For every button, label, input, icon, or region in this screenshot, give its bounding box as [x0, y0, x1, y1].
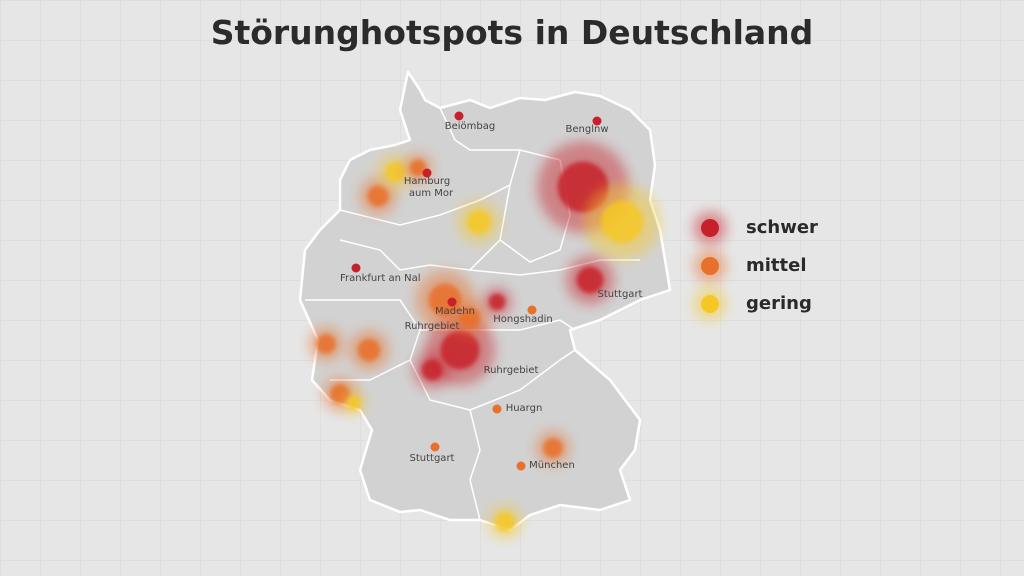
place-label: Stuttgart: [410, 453, 455, 464]
place-label: Hongshadin: [493, 314, 552, 325]
city-dot: [527, 305, 537, 315]
city-dot: [454, 111, 464, 121]
title: Störunghotspots in Deutschland: [211, 13, 814, 52]
city-dot: [447, 297, 457, 307]
hotspot: [601, 201, 643, 243]
city-dot: [430, 442, 440, 452]
hotspot: [357, 338, 381, 362]
hotspot: [440, 330, 480, 370]
place-label: Beiömbag: [445, 121, 495, 132]
hotspot: [495, 512, 515, 532]
legend-label: gering: [746, 293, 812, 314]
hotspot: [409, 159, 427, 177]
legend-label: schwer: [746, 217, 818, 238]
place-label: Frankfurt an Nal: [340, 273, 421, 284]
hotspot: [459, 307, 481, 329]
hotspot: [385, 162, 405, 182]
hotspot: [543, 438, 563, 458]
hotspot: [347, 396, 361, 410]
hotspot: [316, 334, 336, 354]
legend-swatch: [701, 295, 719, 313]
hotspot: [576, 266, 604, 294]
city-dot: [592, 116, 602, 126]
place-label: aum Mor: [409, 188, 454, 199]
state-borders: [305, 107, 640, 521]
place-label: Huargn: [506, 403, 543, 414]
hotspot: [367, 185, 389, 207]
hotspots: [308, 111, 660, 540]
city-dot: [516, 461, 526, 471]
legend: schwer mittel gering: [693, 211, 818, 321]
city-dot: [492, 404, 502, 414]
place-label: Hamburg: [404, 176, 450, 187]
city-dot: [351, 263, 361, 273]
place-label: Benglnw: [566, 124, 609, 135]
place-label: Ruhrgebiet: [405, 321, 460, 332]
place-label: Stuttgart: [598, 289, 643, 300]
place-label: München: [529, 460, 575, 471]
hotspot: [428, 283, 462, 317]
legend-label: mittel: [746, 255, 807, 276]
legend-swatch: [701, 219, 719, 237]
place-label: Ruhrgebiet: [484, 365, 539, 376]
hotspot: [488, 293, 506, 311]
legend-swatch: [701, 257, 719, 275]
city-dot: [422, 168, 432, 178]
hotspot: [467, 210, 491, 234]
hotspot: [421, 359, 443, 381]
place-label: Madehn: [435, 306, 475, 317]
